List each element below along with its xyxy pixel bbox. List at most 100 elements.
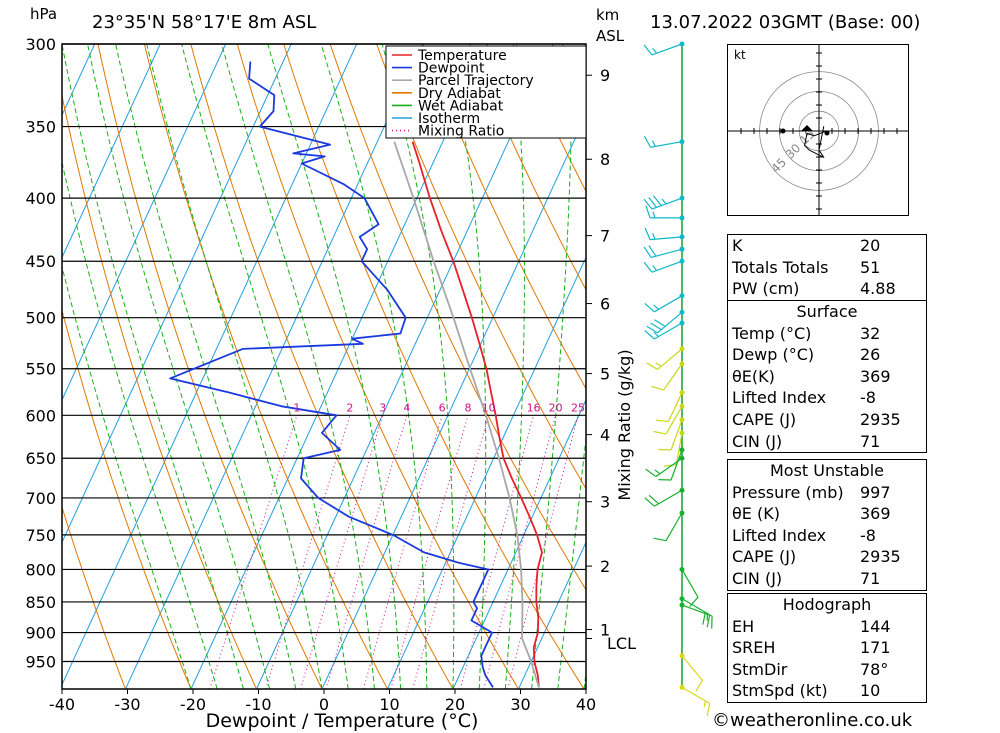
- stat-row: CAPE (J) 2935: [728, 409, 926, 431]
- hodograph: 15 30 45 kt: [727, 44, 909, 216]
- wind-barb-shaft: [651, 43, 683, 56]
- wind-barb-shaft: [657, 348, 683, 370]
- wind-barb-flag: [663, 463, 677, 467]
- hodograph-ring-label: 30: [783, 141, 804, 162]
- height-unit-line2: ASL: [596, 27, 625, 45]
- wind-barb-flag: [689, 596, 699, 608]
- stat-row: Lifted Index -8: [728, 525, 926, 547]
- wind-barb-half-flag: [652, 265, 658, 271]
- pressure-tick-label: 850: [25, 593, 56, 612]
- legend-entry: Wet Adiabat: [418, 98, 504, 114]
- stat-row: θE(K) 369: [728, 366, 926, 388]
- pressure-tick-label: 300: [25, 35, 56, 54]
- stat-row: SREH 171: [728, 637, 926, 659]
- pressure-tick-label: 800: [25, 560, 56, 579]
- wind-barb: [643, 41, 685, 56]
- stat-value: 78°: [860, 659, 889, 679]
- wind-barb-flag: [645, 468, 657, 478]
- wind-barb: [646, 309, 685, 334]
- stat-row: K 20: [728, 235, 926, 257]
- axis-labels: 3003504004505005506006507007508008509009…: [25, 35, 610, 714]
- temperature-tick-label: 30: [510, 695, 530, 714]
- mixing-ratio-label: 6: [439, 401, 446, 414]
- wind-barb-half-flag: [653, 304, 660, 310]
- stat-label: PW (cm): [732, 279, 800, 299]
- wind-barb: [644, 227, 685, 241]
- wet-adiabat-line: [115, 44, 297, 689]
- wet-adiabat-line: [146, 44, 323, 689]
- dry-adiabat-line: [62, 505, 126, 689]
- height-tick-label: 2: [600, 557, 610, 576]
- stat-row: Temp (°C) 32: [728, 323, 926, 345]
- wind-barb: [655, 390, 685, 423]
- stat-row: Totals Totals 51: [728, 257, 926, 279]
- stat-label: Lifted Index: [732, 525, 827, 545]
- stat-row: θE (K) 369: [728, 503, 926, 525]
- stat-label: θE(K): [732, 366, 775, 386]
- wind-barb: [679, 684, 711, 716]
- wind-barb: [653, 510, 685, 542]
- wind-barb-flag: [648, 494, 660, 505]
- stat-label: Lifted Index: [732, 388, 827, 408]
- stat-label: CIN (J): [732, 568, 783, 588]
- most-unstable-panel: Most Unstable Pressure (mb) 997 θE (K) 369 L…: [727, 459, 927, 591]
- storm-motion-marker: [801, 125, 813, 131]
- wind-barb: [679, 602, 713, 629]
- wind-barb-shaft: [681, 655, 704, 681]
- series-temperature: [411, 141, 543, 688]
- wet-adiabat-line: [447, 44, 487, 689]
- wind-barb-shaft: [663, 363, 683, 391]
- stat-value: 997: [860, 482, 891, 502]
- pressure-tick-label: 450: [25, 252, 56, 271]
- wind-barb-half-flag: [653, 331, 660, 337]
- footer-credit: ©weatheronline.co.uk: [712, 710, 913, 731]
- wet-adiabat-line: [381, 44, 455, 689]
- wind-barb: [643, 258, 685, 273]
- stat-value: 20: [860, 236, 881, 255]
- isotherm-line: [321, 113, 586, 689]
- wind-barb-flag: [644, 330, 655, 340]
- surface-panel: Surface Temp (°C) 32 Dewp (°C) 26 θE(K) 369 Li…: [727, 300, 927, 454]
- height-unit-label: km ASL: [596, 5, 624, 47]
- wind-barb-shaft: [670, 419, 683, 451]
- mixing-ratio-label: 10: [482, 401, 496, 414]
- stat-label: CIN (J): [732, 431, 783, 451]
- wind-barb-flag: [643, 246, 652, 258]
- wind-barb-flag: [643, 135, 652, 148]
- wind-barb-half-flag: [652, 211, 656, 219]
- wind-barb-flag: [702, 612, 706, 625]
- wind-barb-half-flag: [661, 198, 667, 205]
- stat-value: 4.88: [860, 279, 896, 299]
- pressure-tick-label: 700: [25, 489, 56, 508]
- temperature-tick-label: 40: [576, 695, 596, 714]
- temperature-tick-label: -40: [49, 695, 75, 714]
- stat-label: EH: [732, 616, 755, 636]
- wind-barb-flag: [643, 261, 653, 273]
- isotherm-line: [62, 44, 358, 686]
- wind-barb: [646, 346, 685, 370]
- pressure-unit-label: hPa: [30, 5, 58, 23]
- datetime-title: 13.07.2022 03GMT (Base: 00): [650, 12, 921, 33]
- height-tick-label: 7: [600, 227, 610, 246]
- wind-barb-flag: [650, 322, 662, 331]
- stat-value: 71: [860, 431, 881, 451]
- legend-entry: Isotherm: [418, 111, 480, 127]
- temperature-tick-label: -10: [245, 695, 271, 714]
- legend-entry: Dry Adiabat: [418, 86, 501, 102]
- wind-barb: [644, 487, 685, 507]
- stat-row: PW (cm) 4.88: [728, 278, 926, 300]
- hodograph-panel: Hodograph EH 144 SREH 171 StmDir 78° StmSpd (k…: [727, 593, 927, 703]
- pressure-tick-label: 900: [25, 624, 56, 643]
- stat-label: Pressure (mb): [732, 482, 844, 502]
- wind-barb-flag: [643, 44, 653, 56]
- wet-adiabat-line: [320, 44, 428, 689]
- mixing-ratio-axis-title: Mixing Ratio (g/kg): [615, 349, 634, 500]
- stat-value: 2935: [860, 547, 901, 567]
- stat-label: θE (K): [732, 504, 780, 524]
- wind-barb: [643, 135, 685, 148]
- isotherm-line: [452, 398, 586, 689]
- wind-barb-flag: [651, 385, 664, 391]
- stat-value: 369: [860, 366, 891, 386]
- wind-barb-half-flag: [654, 469, 661, 475]
